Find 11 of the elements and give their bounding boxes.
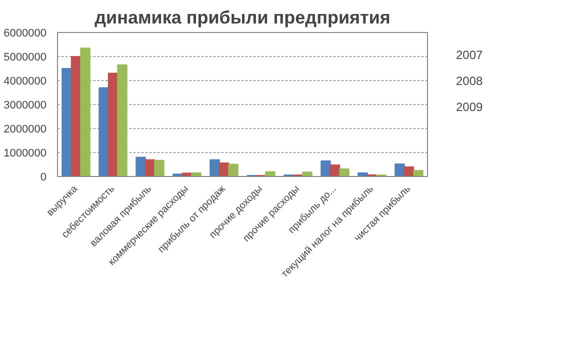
y-tick-label: 3000000 <box>4 100 47 112</box>
y-tick-label: 0 <box>40 172 47 184</box>
text: 2007 <box>456 48 483 62</box>
y-tick-label: 1000000 <box>4 148 47 160</box>
y-tick-label: 4000000 <box>4 76 47 88</box>
y-tick-label: 6000000 <box>4 28 47 40</box>
text: 2008 <box>456 74 483 88</box>
y-tick-label: 5000000 <box>4 52 47 64</box>
text: 2009 <box>456 100 483 114</box>
chart-title: динамика прибыли предприятия <box>94 8 390 28</box>
y-tick-label: 2000000 <box>4 124 47 136</box>
